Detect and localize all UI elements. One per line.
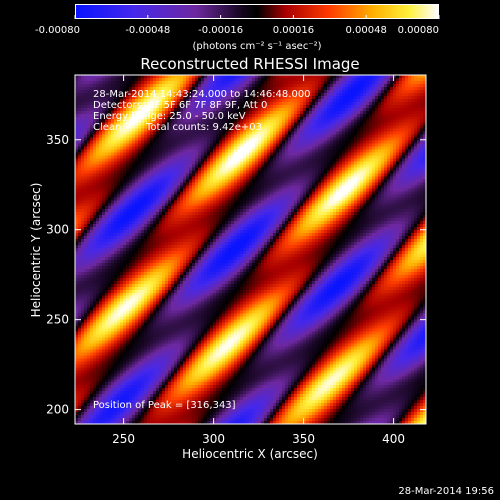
y-tick-label: 300 [46,223,69,237]
y-tick-label: 250 [46,313,69,327]
annotation-detectors: Detectors: 3F 5F 6F 7F 8F 9F, Att 0 [93,100,267,111]
y-tick-label: 200 [46,403,69,417]
x-axis-ticks: 250 300 350 400 [112,75,405,446]
peak-position-label: Position of Peak = [316,343] [93,400,236,411]
annotation-total-counts: Total counts: 9.42e+03 [145,122,262,133]
colorbar-tick-label: 0.00016 [273,25,314,36]
colorbar-ticks: -0.00080 -0.00048 -0.00016 0.00016 0.00048 0.… [35,15,440,36]
x-axis-label: Heliocentric X (arcsec) [182,447,318,461]
chart-title: Reconstructed RHESSI Image [140,55,359,73]
x-tick-label: 250 [112,432,135,446]
annotation-energy-range: Energy Range: 25.0 - 50.0 keV [93,111,246,122]
image-panel [75,75,426,424]
colorbar-gradient [75,4,439,19]
x-tick-label: 350 [292,432,315,446]
x-tick-label: 400 [382,432,405,446]
colorbar-tick-label: -0.00016 [198,25,243,36]
colorbar-unit-label: (photons cm⁻² s⁻¹ asec⁻²) [192,41,321,52]
y-axis-label: Heliocentric Y (arcsec) [29,183,43,318]
y-tick-label: 350 [46,133,69,147]
annotation-method: Clean [93,122,121,133]
footer-timestamp: 28-Mar-2014 19:56 [398,486,494,497]
annotation-time-range: 28-Mar-2014 14:43:24.000 to 14:46:48.000 [93,89,311,100]
colorbar-tick-label: 0.00048 [346,25,387,36]
colorbar-tick-label: -0.00048 [125,25,170,36]
image-frame [74,74,427,425]
x-tick-label: 300 [202,432,225,446]
y-axis-ticks: 200 250 300 350 [46,133,426,417]
colorbar-tick-label: 0.00080 [398,25,439,36]
colorbar-tick-label: -0.00080 [35,25,80,36]
